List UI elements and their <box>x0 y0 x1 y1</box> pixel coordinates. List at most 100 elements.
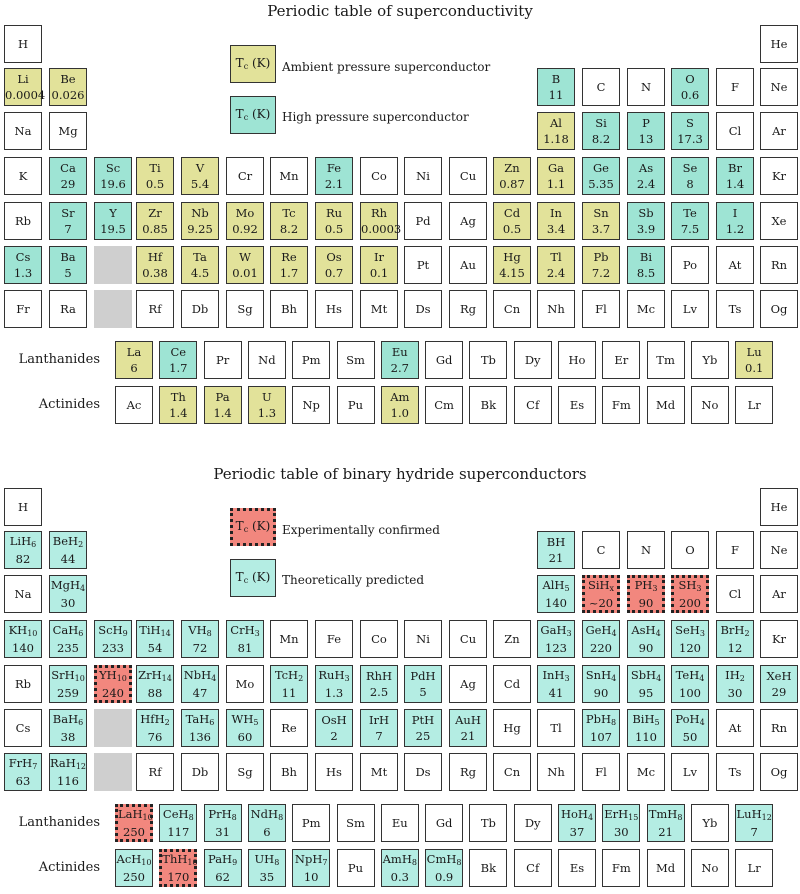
tc-value: 0.38 <box>142 266 168 280</box>
element-cell: OsH 2 <box>315 709 353 747</box>
element-symbol: Ac <box>126 397 142 412</box>
element-symbol: Lv <box>682 301 698 316</box>
element-cell: Cn <box>493 290 531 328</box>
element-cell: Yb <box>690 341 729 379</box>
element-cell: PaH9 62 <box>203 849 242 887</box>
legend-text: Experimentally confirmed <box>282 523 440 537</box>
element-symbol: N <box>640 542 652 557</box>
tc-value: 233 <box>102 641 124 656</box>
element-cell: C <box>582 68 620 106</box>
element-symbol: Ce <box>170 344 187 359</box>
element-cell: SrH10 259 <box>49 665 87 703</box>
element-cell: Au <box>449 246 487 284</box>
element-cell: Ca 29 <box>49 157 87 195</box>
element-symbol: Hg <box>503 720 521 735</box>
element-cell: Rg <box>449 753 487 791</box>
element-cell: Gd <box>425 341 464 379</box>
element-cell: Ag <box>449 202 487 240</box>
element-symbol: NdH8 <box>250 806 284 822</box>
tc-value: 250 <box>123 825 145 840</box>
element-symbol: As <box>638 160 654 175</box>
tc-value: 60 <box>237 730 253 745</box>
element-cell: Lu 0.1 <box>735 341 774 379</box>
element-symbol: Sg <box>237 301 253 316</box>
element-cell: KH10 140 <box>4 620 42 658</box>
tc-value: 2.1 <box>324 177 344 191</box>
element-symbol: Rb <box>14 676 32 691</box>
element-cell: IrH 7 <box>360 709 398 747</box>
element-cell: Mc <box>627 290 665 328</box>
tc-value: 6 <box>130 361 138 375</box>
tc-value: 63 <box>15 774 31 789</box>
element-symbol: Br <box>728 160 742 175</box>
element-symbol: Tb <box>480 352 496 367</box>
element-cell: Mn <box>270 157 308 195</box>
element-cell: Pm <box>292 804 331 842</box>
tc-value: 0.3 <box>390 870 409 885</box>
element-symbol: Bh <box>281 764 297 779</box>
element-cell: Cr <box>226 157 264 195</box>
element-cell: Cf <box>513 849 552 887</box>
element-symbol: Tm <box>656 352 675 367</box>
element-symbol: Cs <box>15 249 31 264</box>
element-cell: AmH8 0.3 <box>380 849 419 887</box>
tc-value: 259 <box>57 686 79 701</box>
element-symbol: Hs <box>326 764 342 779</box>
element-symbol: Es <box>569 860 585 875</box>
bottom-table-title: Periodic table of binary hydride superco… <box>213 465 587 483</box>
element-symbol: Pt <box>416 257 430 272</box>
tc-value: 140 <box>12 641 34 656</box>
element-symbol: Rg <box>459 301 477 316</box>
element-symbol: WH5 <box>231 711 259 727</box>
element-cell: Pr <box>203 341 242 379</box>
element-symbol: Pu <box>347 860 364 875</box>
element-symbol: K <box>18 168 28 183</box>
legend-swatch-label: Tc (K) <box>235 569 271 585</box>
element-symbol: V <box>195 160 205 175</box>
element-cell: Fl <box>582 290 620 328</box>
element-cell: Sb 3.9 <box>627 202 665 240</box>
element-cell: Rn <box>760 709 798 747</box>
element-symbol: Ti <box>149 160 161 175</box>
element-symbol: Se <box>682 160 698 175</box>
element-symbol: Dy <box>524 815 541 830</box>
element-cell: Pu <box>336 386 375 424</box>
tc-value: 30 <box>613 825 629 840</box>
tc-value: 6 <box>263 825 271 840</box>
element-symbol: Ag <box>460 676 476 691</box>
element-symbol: LiH6 <box>9 533 37 549</box>
element-cell: Pa 1.4 <box>203 386 242 424</box>
element-cell: B 11 <box>537 68 575 106</box>
element-cell: Mo <box>226 665 264 703</box>
element-symbol: YH10 <box>99 667 127 683</box>
element-symbol: CrH3 <box>230 622 260 638</box>
element-cell: Bh <box>270 753 308 791</box>
element-cell: Zn <box>493 620 531 658</box>
tc-value: 1.1 <box>546 177 566 191</box>
tc-value: 30 <box>60 596 76 611</box>
element-cell: Cl <box>716 112 754 150</box>
element-symbol: Pa <box>215 389 230 404</box>
element-cell: Am 1.0 <box>380 386 419 424</box>
tc-value: 250 <box>123 870 145 885</box>
element-symbol: Po <box>682 257 698 272</box>
element-cell: Lv <box>671 753 709 791</box>
element-cell: Th 1.4 <box>159 386 198 424</box>
tc-value: 5 <box>64 266 72 280</box>
element-symbol: Og <box>770 301 788 316</box>
element-symbol: Eu <box>391 344 408 359</box>
element-symbol: Pr <box>215 352 230 367</box>
element-cell: Rb <box>4 665 42 703</box>
element-cell: PdH 5 <box>404 665 442 703</box>
element-symbol: RhH <box>365 668 393 683</box>
element-cell: I 1.2 <box>716 202 754 240</box>
legend-text: Theoretically predicted <box>282 573 425 587</box>
tc-value: 0.85 <box>142 222 168 236</box>
element-symbol: VH8 <box>188 622 212 638</box>
element-cell: As 2.4 <box>627 157 665 195</box>
element-cell: Cm <box>425 386 464 424</box>
element-cell: Es <box>558 849 596 887</box>
element-symbol: Db <box>191 301 209 316</box>
element-cell: No <box>690 386 729 424</box>
tc-value: 19.6 <box>100 177 126 191</box>
